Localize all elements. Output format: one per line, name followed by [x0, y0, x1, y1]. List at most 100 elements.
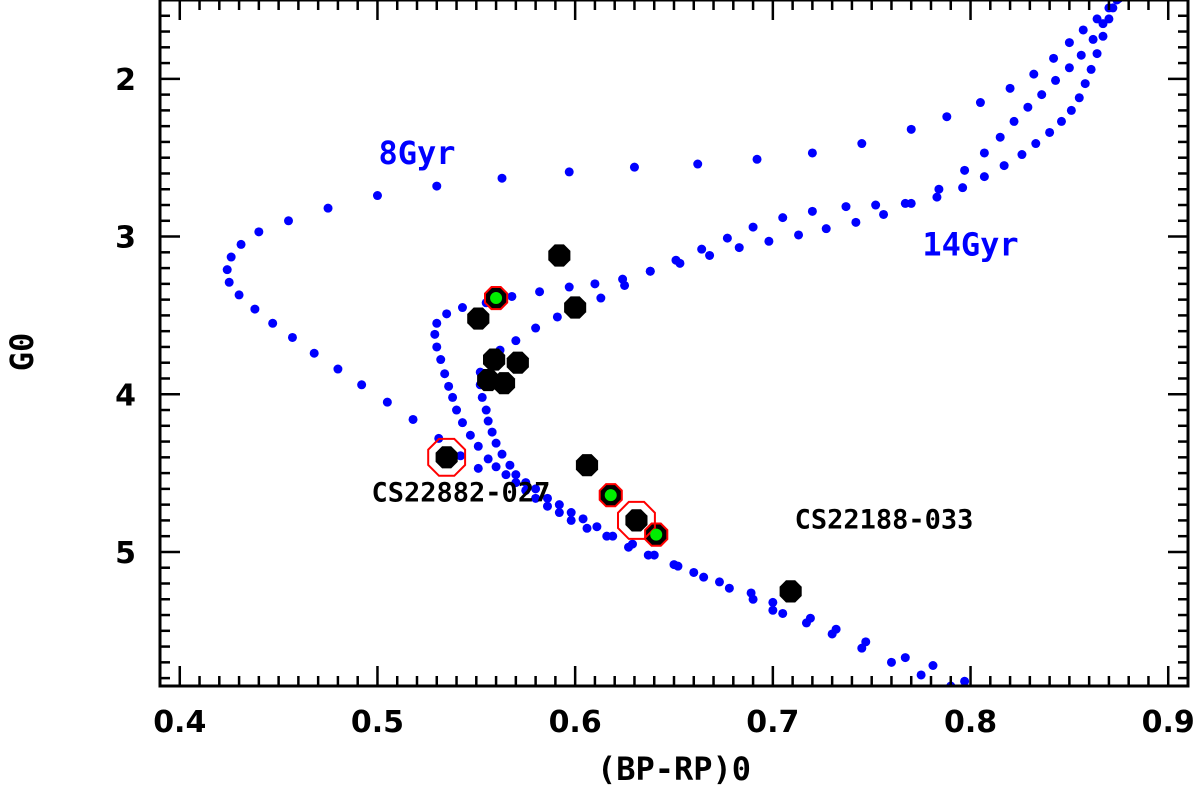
- isochrone-point-14gyr: [592, 522, 602, 532]
- isochrone-point-14gyr: [748, 594, 758, 604]
- isochrone-point-8gyr: [507, 291, 517, 301]
- isochrone-point-8gyr: [465, 430, 475, 440]
- isochrone-point-14gyr: [697, 244, 707, 254]
- x-axis-title: (BP-RP)0: [597, 750, 751, 788]
- isochrone-point-14gyr: [778, 213, 788, 223]
- highlight-fill: [650, 528, 663, 541]
- isochrone-point-8gyr: [473, 441, 483, 451]
- isochrone-point-8gyr: [942, 112, 952, 122]
- isochrone-point-8gyr: [1078, 25, 1088, 35]
- isochrone-point-8gyr: [432, 181, 442, 191]
- isochrone-point-14gyr: [1066, 105, 1076, 115]
- isochrone-point-14gyr: [827, 629, 837, 639]
- isochrone-point-8gyr: [323, 203, 333, 213]
- isochrone-point-8gyr: [1029, 69, 1039, 79]
- y-axis-title: G0: [3, 333, 41, 372]
- isochrone-point-8gyr: [734, 243, 744, 253]
- isochrone-point-14gyr: [1056, 116, 1066, 126]
- isochrone-point-8gyr: [501, 470, 511, 480]
- isochrone-point-8gyr: [448, 392, 458, 402]
- star-point: [779, 580, 802, 603]
- isochrone-label: 8Gyr: [378, 134, 455, 172]
- isochrone-point-14gyr: [1045, 127, 1055, 137]
- isochrone-point-8gyr: [906, 124, 916, 134]
- x-tick-label: 0.6: [549, 705, 602, 740]
- x-tick-label: 0.4: [153, 705, 206, 740]
- isochrone-point-14gyr: [932, 192, 942, 202]
- star-point: [575, 454, 599, 477]
- isochrone-point-8gyr: [483, 454, 493, 464]
- isochrone-point-8gyr: [440, 369, 450, 379]
- isochrone-point-14gyr: [979, 172, 989, 182]
- isochrone-point-8gyr: [794, 230, 804, 240]
- isochrone-point-8gyr: [582, 523, 592, 533]
- star-point: [625, 509, 648, 532]
- isochrone-point-14gyr: [1074, 93, 1084, 103]
- isochrone-point-8gyr: [226, 252, 236, 262]
- highlight-ring: [427, 437, 467, 477]
- isochrone-point-14gyr: [531, 484, 541, 494]
- isochrone-point-8gyr: [542, 501, 552, 511]
- isochrone-point-8gyr: [287, 332, 297, 342]
- isochrone-point-14gyr: [1098, 31, 1108, 41]
- isochrone-point-8gyr: [511, 478, 521, 488]
- isochrone-point-8gyr: [473, 463, 483, 473]
- isochrone-point-14gyr: [1017, 150, 1027, 160]
- isochrone-point-14gyr: [627, 539, 637, 549]
- highlight-fill: [490, 292, 503, 305]
- isochrone-point-8gyr: [752, 154, 762, 164]
- isochrone-point-14gyr: [1086, 64, 1096, 74]
- isochrone-point-14gyr: [552, 312, 562, 322]
- isochrone-point-8gyr: [408, 414, 418, 424]
- star-point: [492, 372, 516, 395]
- isochrone-point-8gyr: [851, 217, 861, 227]
- isochrone-point-8gyr: [1092, 14, 1102, 24]
- isochrone-point-14gyr: [801, 618, 811, 628]
- isochrone-point-8gyr: [1037, 90, 1047, 100]
- isochrone-point-8gyr: [309, 348, 319, 358]
- isochrone-point-8gyr: [268, 318, 278, 328]
- isochrone-point-14gyr: [596, 293, 606, 303]
- isochrone-point-14gyr: [578, 514, 588, 524]
- isochrone-point-14gyr: [554, 500, 564, 510]
- isochrone-point-8gyr: [821, 224, 831, 234]
- isochrone-point-14gyr: [1031, 139, 1041, 149]
- isochrone-point-8gyr: [430, 329, 440, 339]
- isochrone-point-8gyr: [491, 462, 501, 472]
- isochrone-point-8gyr: [995, 132, 1005, 142]
- isochrone-point-8gyr: [1088, 34, 1098, 44]
- isochrone-point-8gyr: [382, 397, 392, 407]
- isochrone-point-14gyr: [511, 470, 521, 480]
- star-annotation: CS22882-027: [372, 477, 551, 508]
- isochrone-point-8gyr: [1005, 83, 1015, 93]
- isochrone-point-14gyr: [958, 183, 968, 193]
- isochrone-point-8gyr: [564, 282, 574, 292]
- isochrone-point-8gyr: [590, 279, 600, 289]
- isochrone-point-14gyr: [491, 438, 501, 448]
- isochrone-point-14gyr: [768, 605, 778, 615]
- highlight-fill: [604, 489, 617, 502]
- isochrone-point-8gyr: [975, 98, 985, 108]
- isochrone-point-14gyr: [477, 392, 487, 402]
- isochrone-point-8gyr: [284, 216, 293, 226]
- isochrone-point-8gyr: [807, 148, 817, 158]
- x-tick-label: 0.9: [1142, 705, 1195, 740]
- x-tick-label: 0.5: [351, 705, 404, 740]
- isochrone-point-14gyr: [857, 643, 867, 653]
- isochrone-point-8gyr: [928, 660, 938, 670]
- isochrone-point-8gyr: [764, 236, 774, 246]
- isochrone-point-8gyr: [457, 303, 467, 313]
- isochrone-point-8gyr: [1051, 75, 1061, 85]
- isochrone-point-8gyr: [566, 515, 576, 525]
- star-point: [564, 296, 587, 319]
- y-tick-label: 5: [115, 536, 136, 571]
- isochrone-point-8gyr: [497, 173, 507, 183]
- isochrone-point-8gyr: [689, 567, 699, 577]
- y-tick-label: 3: [115, 221, 136, 256]
- isochrone-point-14gyr: [778, 608, 788, 618]
- isochrone-point-8gyr: [960, 676, 970, 686]
- isochrone-point-14gyr: [886, 657, 896, 667]
- isochrone-point-8gyr: [333, 364, 343, 374]
- isochrone-point-8gyr: [1076, 50, 1086, 60]
